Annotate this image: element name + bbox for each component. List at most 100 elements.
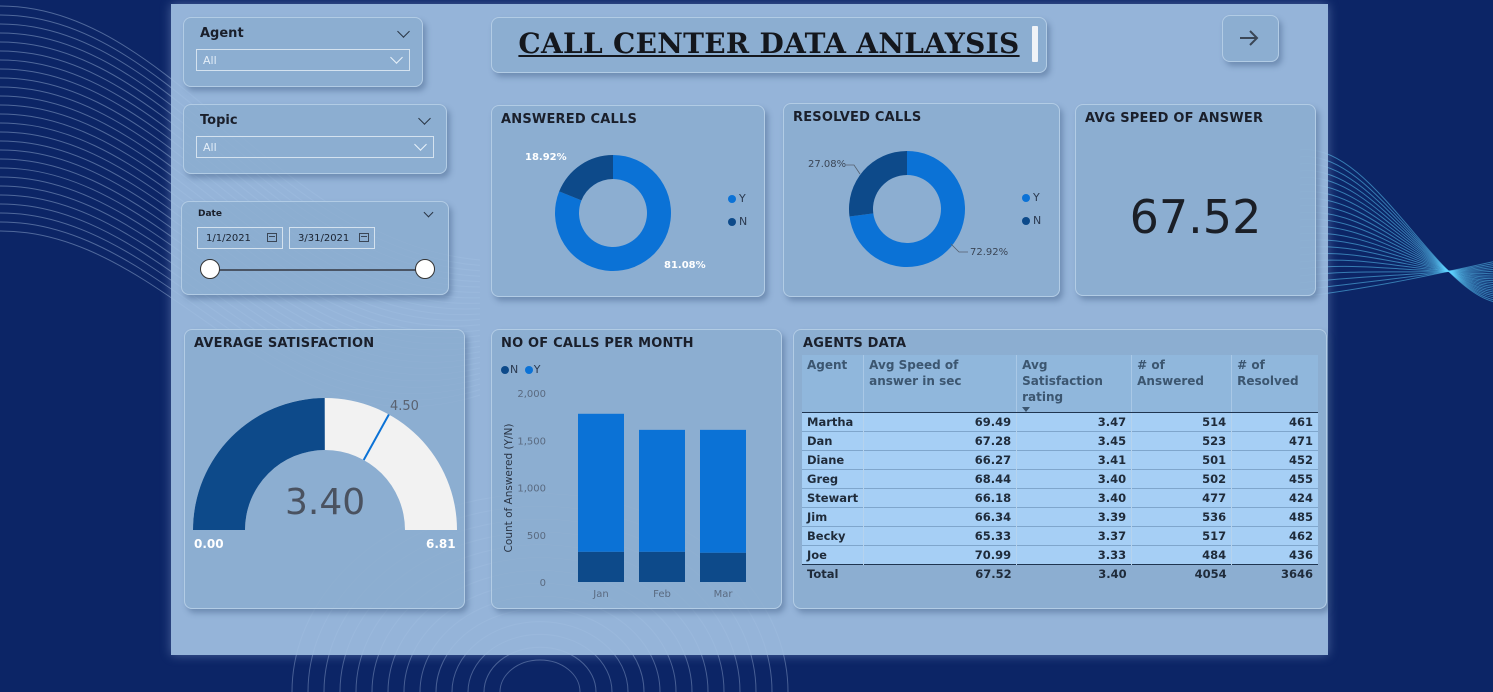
monthly-legend: N Y (501, 363, 540, 376)
wave-line (1299, 265, 1493, 284)
agent-dropdown-value: All (203, 54, 217, 67)
bar-jan-y[interactable] (578, 413, 624, 552)
bar-feb-n[interactable] (639, 551, 685, 582)
y-tick-label: 0 (540, 578, 546, 589)
gauge-target-label: 4.50 (390, 399, 419, 414)
x-tick-label: Feb (653, 589, 671, 600)
wave-line (1299, 204, 1493, 287)
table-row[interactable]: Diane 66.27 3.41 501 452 (802, 450, 1318, 470)
agent-dropdown[interactable]: All (196, 49, 410, 71)
wave-line (1299, 259, 1493, 273)
chevron-down-icon[interactable] (423, 207, 434, 218)
table-row[interactable]: Stewart 66.18 3.40 477 424 (802, 488, 1318, 508)
table-row[interactable]: Becky 65.33 3.37 517 462 (802, 526, 1318, 546)
chevron-down-icon (414, 138, 427, 151)
wave-line (1299, 266, 1493, 277)
wave-ring (499, 659, 581, 692)
topic-slicer-label: Topic (200, 113, 238, 128)
table-row[interactable]: Greg 68.44 3.40 502 455 (802, 469, 1318, 489)
bar-feb-y[interactable] (639, 429, 685, 552)
answered-calls-card: ANSWERED CALLS Y N 18.92% 81.08% (491, 105, 765, 297)
gauge-target-marker (362, 414, 390, 461)
date-slicer-label: Date (198, 209, 222, 219)
bar-jan-n[interactable] (578, 551, 624, 582)
agent-slicer-label: Agent (200, 26, 244, 41)
table-row[interactable]: Martha 69.49 3.47 514 461 (802, 412, 1318, 432)
gauge-value: 3.40 (285, 482, 366, 523)
date-range-track[interactable] (211, 269, 427, 271)
dashboard-canvas: Agent All Topic All Date 1/1/2021 3/31/2… (171, 4, 1328, 655)
leader-line (950, 243, 968, 253)
wave-line (1299, 253, 1493, 275)
wave-line (1299, 170, 1493, 297)
agents-data-title: AGENTS DATA (803, 336, 907, 351)
arrow-right-icon (1240, 30, 1259, 46)
resolved-calls-donut (846, 151, 968, 267)
legend-item-n: N (1022, 214, 1041, 227)
calls-per-month-card: NO OF CALLS PER MONTH N Y 0 500 1,000 1,500… (491, 329, 782, 609)
bar-mar-y[interactable] (700, 429, 746, 553)
end-date-input[interactable]: 3/31/2021 (289, 227, 375, 249)
date-range-end-handle[interactable] (415, 259, 435, 279)
answered-slice-y[interactable] (555, 155, 671, 271)
legend-dot-y (524, 366, 533, 374)
legend-dot-n (728, 218, 736, 226)
y-tick-label: 1,000 (517, 484, 546, 495)
answered-calls-title: ANSWERED CALLS (501, 112, 638, 127)
answered-slice-n[interactable] (559, 155, 613, 201)
gauge-min-label: 0.00 (194, 537, 224, 551)
date-range-start-handle[interactable] (200, 259, 220, 279)
column-header-agent[interactable]: Agent (802, 355, 865, 413)
satisfaction-title: AVERAGE SATISFACTION (194, 336, 375, 351)
wave-line (1299, 261, 1493, 298)
legend-item-y: Y (728, 192, 747, 205)
table-row[interactable]: Dan 67.28 3.45 523 471 (802, 431, 1318, 451)
satisfaction-gauge (193, 398, 457, 530)
x-tick-label: Jan (592, 589, 608, 600)
table-row[interactable]: Joe 70.99 3.33 484 436 (802, 545, 1318, 565)
column-header-answered[interactable]: # of Answered (1131, 355, 1233, 413)
wave-line (1299, 211, 1493, 285)
column-header-resolved[interactable]: # of Resolved (1231, 355, 1318, 413)
column-header-avg-satisfaction[interactable]: Avg Satisfaction rating (1016, 355, 1133, 413)
title-scrollbar[interactable] (1032, 26, 1038, 62)
calls-per-month-chart: 0 500 1,000 1,500 2,000 Count of Answered (Y/… (503, 389, 746, 600)
topic-dropdown[interactable]: All (196, 136, 434, 158)
table-row[interactable]: Jim 66.34 3.39 536 485 (802, 507, 1318, 527)
legend-dot-y (728, 195, 736, 203)
wave-line (1299, 218, 1493, 284)
calls-per-month-title: NO OF CALLS PER MONTH (501, 336, 694, 351)
wave-line (1299, 265, 1493, 272)
answered-n-label: 18.92% (525, 152, 567, 163)
start-date-input[interactable]: 1/1/2021 (197, 227, 283, 249)
navigate-next-button[interactable] (1222, 15, 1279, 62)
wave-line (1299, 239, 1493, 278)
resolved-slice-n[interactable] (849, 151, 907, 217)
column-header-avg-speed[interactable]: Avg Speed of answer in sec (863, 355, 1018, 413)
agent-slicer[interactable]: Agent All (183, 17, 423, 87)
legend-item-n: N (728, 215, 747, 228)
resolved-calls-title: RESOLVED CALLS (793, 110, 922, 125)
date-slicer[interactable]: Date 1/1/2021 3/31/2021 (181, 201, 449, 295)
title-card: CALL CENTER DATA ANLAYSIS (491, 17, 1047, 73)
y-tick-label: 500 (527, 531, 546, 542)
bar-mar-n[interactable] (700, 552, 746, 582)
legend-item-y: Y (1022, 191, 1041, 204)
answered-y-label: 81.08% (664, 260, 706, 271)
wave-line (1299, 246, 1493, 276)
agents-table: Agent Avg Speed of answer in sec Avg Sat… (802, 355, 1318, 583)
legend-dot-n (1022, 217, 1030, 225)
calendar-icon[interactable] (359, 233, 369, 242)
y-tick-label: 2,000 (517, 389, 546, 400)
topic-slicer[interactable]: Topic All (183, 104, 447, 174)
avg-speed-title: AVG SPEED OF ANSWER (1085, 111, 1264, 126)
start-date-value: 1/1/2021 (206, 233, 251, 244)
calendar-icon[interactable] (267, 233, 277, 242)
chevron-down-icon[interactable] (418, 112, 431, 125)
chevron-down-icon[interactable] (397, 25, 410, 38)
wave-line (1299, 232, 1493, 280)
leader-line (846, 164, 861, 175)
resolved-n-label: 27.08% (808, 159, 847, 170)
resolved-slice-y[interactable] (849, 151, 965, 267)
sort-descending-icon[interactable] (1022, 407, 1031, 412)
